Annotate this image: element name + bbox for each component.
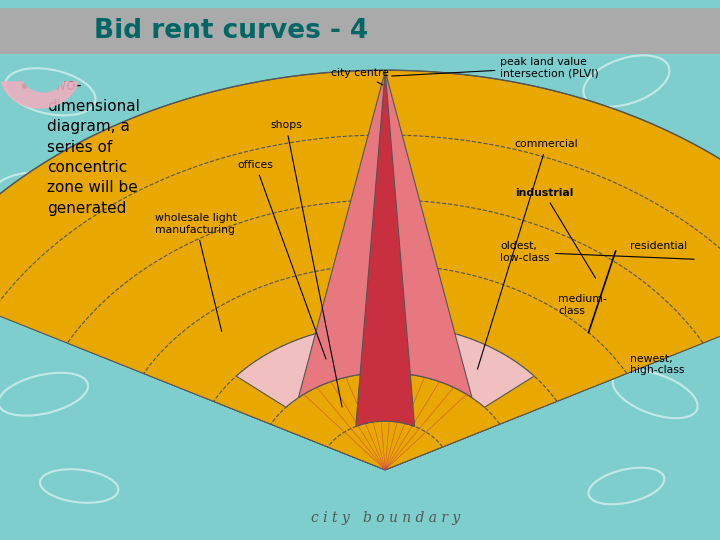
Wedge shape <box>271 373 500 470</box>
FancyBboxPatch shape <box>0 8 720 54</box>
Text: peak land value
intersection (PLVI): peak land value intersection (PLVI) <box>392 57 599 78</box>
Text: newest,
high-class: newest, high-class <box>630 354 685 375</box>
Wedge shape <box>214 324 557 470</box>
Wedge shape <box>68 200 703 470</box>
Text: Two-
dimensional
diagram, a
series of
concentric
zone will be
generated: Two- dimensional diagram, a series of co… <box>47 78 140 215</box>
Text: c i t y   b o u n d a r y: c i t y b o u n d a r y <box>310 511 460 525</box>
Text: Bid rent curves - 4: Bid rent curves - 4 <box>94 18 368 44</box>
Text: shops: shops <box>270 120 342 407</box>
Text: •: • <box>18 78 30 97</box>
Wedge shape <box>328 421 442 470</box>
Text: offices: offices <box>238 160 326 359</box>
Wedge shape <box>236 324 534 407</box>
Wedge shape <box>0 70 720 470</box>
Wedge shape <box>0 135 720 470</box>
Polygon shape <box>356 71 415 427</box>
Text: commercial: commercial <box>477 139 578 369</box>
Polygon shape <box>1 82 78 108</box>
Text: wholesale light
manufacturing: wholesale light manufacturing <box>155 213 237 332</box>
Text: residential: residential <box>630 241 687 251</box>
Text: city centre: city centre <box>331 68 389 85</box>
Wedge shape <box>143 265 627 470</box>
Polygon shape <box>299 71 472 397</box>
Polygon shape <box>22 78 64 92</box>
Text: industrial: industrial <box>515 188 595 278</box>
Text: oldest,
low-class: oldest, low-class <box>500 241 694 263</box>
Text: medium-
class: medium- class <box>558 294 607 316</box>
